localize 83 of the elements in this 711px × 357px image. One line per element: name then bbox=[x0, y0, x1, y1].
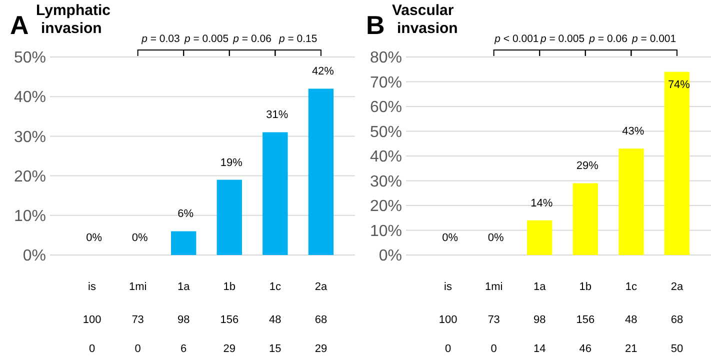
text: 68 bbox=[670, 314, 684, 326]
text: p = 0.06 bbox=[232, 33, 272, 45]
text: 6 bbox=[180, 343, 187, 355]
y-tick-label: 30% bbox=[370, 173, 402, 190]
text: p = 0.005 bbox=[539, 33, 585, 45]
text: p = 0.15 bbox=[278, 33, 318, 45]
bar bbox=[618, 148, 644, 255]
text: 48 bbox=[625, 314, 638, 326]
bar bbox=[308, 88, 334, 255]
x-tick-label: is bbox=[444, 281, 453, 293]
x-tick-label: 1mi bbox=[484, 281, 503, 293]
text: A bbox=[10, 10, 29, 40]
text: 156 bbox=[220, 314, 239, 326]
text: p = 0.06 bbox=[588, 33, 628, 45]
text: 50 bbox=[670, 343, 684, 355]
text: 156 bbox=[576, 314, 595, 326]
y-tick-label: 70% bbox=[370, 74, 402, 92]
text: 73 bbox=[132, 314, 144, 326]
x-tick-label: is bbox=[88, 281, 97, 293]
bar bbox=[216, 180, 242, 255]
data-label: 31% bbox=[266, 109, 288, 122]
y-tick-label: 60% bbox=[370, 99, 402, 116]
y-tick-label: 20% bbox=[14, 168, 46, 186]
y-tick-label: 50% bbox=[370, 124, 402, 141]
data-label: 43% bbox=[622, 126, 644, 138]
x-tick-label: 1c bbox=[625, 281, 638, 293]
x-tick-label: 1b bbox=[579, 281, 592, 293]
data-label: 6% bbox=[178, 208, 194, 220]
y-tick-label: 0% bbox=[378, 248, 402, 265]
bar bbox=[171, 231, 196, 255]
data-label: 0% bbox=[132, 232, 148, 244]
data-label: 19% bbox=[220, 156, 243, 169]
data-label: 42% bbox=[312, 66, 334, 78]
data-label: 0% bbox=[86, 232, 102, 244]
x-tick-label: 1b bbox=[223, 281, 236, 293]
text: 100 bbox=[438, 314, 458, 326]
bar bbox=[262, 132, 288, 255]
chart-title: Vascular invasion bbox=[392, 2, 458, 37]
y-tick-label: 40% bbox=[370, 148, 402, 166]
x-tick-label: 1mi bbox=[128, 281, 147, 293]
x-tick-label: 1a bbox=[533, 281, 547, 293]
text: 0 bbox=[88, 343, 96, 355]
text: 98 bbox=[533, 314, 546, 326]
y-tick-label: 10% bbox=[14, 208, 46, 225]
y-tick-label: 80% bbox=[370, 50, 402, 67]
text: 15 bbox=[269, 343, 282, 355]
text: B bbox=[366, 10, 385, 40]
y-tick-label: 10% bbox=[370, 222, 402, 240]
y-tick-label: 20% bbox=[370, 198, 402, 216]
data-label: 0% bbox=[442, 232, 458, 244]
x-tick-label: 1c bbox=[269, 281, 282, 293]
text: 14 bbox=[533, 343, 546, 355]
text: 29 bbox=[223, 343, 236, 355]
text: 21 bbox=[625, 343, 638, 355]
data-label: 0% bbox=[488, 232, 504, 244]
text: p < 0.001 bbox=[494, 33, 539, 45]
bar bbox=[527, 220, 552, 255]
x-tick-label: 2a bbox=[314, 281, 328, 293]
y-tick-label: 40% bbox=[14, 89, 46, 106]
text: 73 bbox=[488, 314, 500, 326]
text: p = 0.001 bbox=[631, 33, 676, 45]
text: 0 bbox=[490, 343, 497, 355]
y-tick-label: 50% bbox=[14, 50, 46, 67]
text: 98 bbox=[177, 314, 190, 326]
text: p = 0.03 bbox=[140, 33, 180, 45]
text: 100 bbox=[82, 314, 102, 326]
text: 0 bbox=[134, 343, 141, 355]
data-label: 74% bbox=[668, 78, 690, 91]
chart-title: Lymphatic invasion bbox=[36, 2, 110, 37]
text: 46 bbox=[579, 343, 592, 355]
x-tick-label: 1a bbox=[177, 281, 191, 293]
text: 68 bbox=[314, 314, 328, 326]
bar bbox=[572, 183, 598, 255]
bar bbox=[664, 72, 690, 255]
y-tick-label: 0% bbox=[22, 248, 46, 265]
x-tick-label: 2a bbox=[670, 281, 684, 293]
y-tick-label: 30% bbox=[14, 128, 46, 146]
text: 29 bbox=[314, 343, 328, 355]
text: p = 0.005 bbox=[183, 33, 229, 45]
text: 0 bbox=[444, 343, 452, 355]
data-label: 29% bbox=[576, 160, 599, 172]
data-label: 14% bbox=[530, 197, 553, 210]
text: 48 bbox=[269, 314, 282, 326]
